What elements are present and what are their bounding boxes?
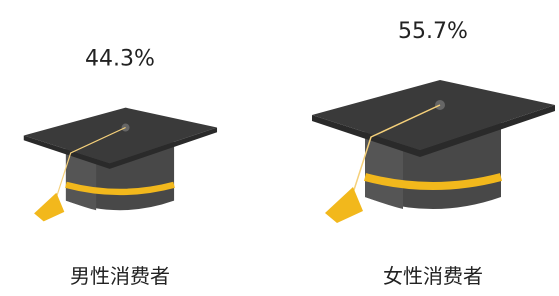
chart: 44.3% 男性消费者 55.7% 女性消费者 [0, 0, 559, 296]
cap [24, 108, 217, 222]
cap [312, 80, 555, 223]
tassel [34, 193, 64, 222]
category-label: 女性消费者 [383, 264, 483, 288]
cap-button [122, 124, 130, 132]
cap-board [24, 108, 217, 164]
cap-board [312, 80, 555, 150]
category-label: 男性消费者 [70, 264, 170, 288]
value-label: 44.3% [85, 47, 155, 72]
tassel [325, 187, 363, 223]
value-label: 55.7% [398, 19, 468, 44]
